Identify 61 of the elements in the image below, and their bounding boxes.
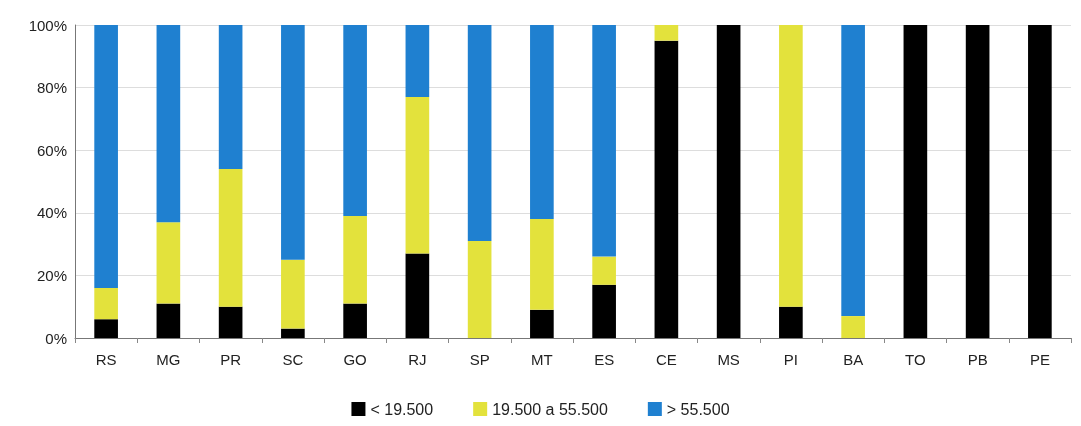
bar — [1028, 25, 1052, 338]
y-tick-label: 0% — [45, 329, 67, 347]
y-tick-label: 40% — [36, 204, 67, 222]
y-tick-label: 20% — [36, 266, 67, 284]
bar — [965, 25, 990, 338]
x-tick-label: TO — [905, 351, 926, 368]
bar — [156, 222, 181, 304]
bar — [779, 25, 803, 307]
legend-label: > 55.500 — [666, 400, 730, 418]
bar — [156, 303, 181, 338]
bar — [218, 306, 243, 338]
bar — [841, 316, 865, 338]
bar — [654, 25, 679, 41]
bar — [405, 96, 430, 254]
x-tick-label: PR — [220, 351, 242, 368]
bar — [467, 240, 492, 338]
y-tick-label: 100% — [28, 16, 67, 34]
bar — [903, 25, 928, 338]
y-tick-label: 60% — [36, 141, 67, 159]
bar — [281, 259, 305, 329]
bar — [530, 219, 554, 310]
x-tick-label: CE — [655, 351, 677, 368]
x-tick-label: SP — [469, 351, 490, 368]
y-tick-label: 80% — [36, 79, 67, 97]
bar — [343, 215, 367, 304]
bar — [156, 25, 181, 223]
bar — [94, 25, 118, 288]
x-tick-label: MS — [717, 351, 740, 368]
bar — [281, 328, 305, 338]
x-tick-label: RJ — [408, 351, 427, 368]
bar — [592, 256, 616, 285]
x-tick-label: MT — [531, 351, 553, 368]
bar — [592, 25, 616, 257]
x-tick-label: GO — [343, 351, 367, 368]
x-tick-label: MG — [156, 351, 181, 368]
bar — [530, 25, 554, 220]
x-tick-label: SC — [282, 351, 304, 368]
x-tick-label: RS — [95, 351, 117, 368]
bar — [405, 25, 430, 97]
bar — [405, 253, 430, 338]
legend-label: 19.500 a 55.500 — [492, 400, 608, 418]
bar — [654, 40, 679, 338]
bar — [716, 25, 741, 338]
bar — [779, 306, 803, 338]
bar — [343, 25, 367, 216]
x-tick-label: ES — [594, 351, 615, 368]
bar — [530, 309, 554, 338]
bar — [281, 25, 305, 260]
x-tick-label: PE — [1029, 351, 1050, 368]
bar — [841, 25, 865, 317]
x-tick-label: PI — [783, 351, 798, 368]
bar — [592, 284, 616, 338]
bar — [94, 319, 118, 338]
x-tick-label: BA — [843, 351, 864, 368]
bar — [343, 303, 367, 338]
bar — [94, 287, 118, 320]
bar — [467, 25, 492, 241]
bar — [218, 168, 243, 307]
legend-label: < 19.500 — [370, 400, 434, 418]
x-tick-label: PB — [967, 351, 988, 368]
bar — [218, 25, 243, 169]
